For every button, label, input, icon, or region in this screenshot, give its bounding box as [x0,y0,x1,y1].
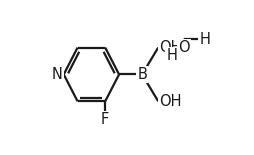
Text: B: B [137,67,147,82]
Text: OH: OH [159,40,181,55]
Text: H: H [199,32,210,47]
Text: OH: OH [159,94,181,109]
Text: F: F [101,112,109,127]
Text: O: O [178,40,189,55]
Text: N: N [52,67,62,82]
Text: H: H [166,49,177,64]
